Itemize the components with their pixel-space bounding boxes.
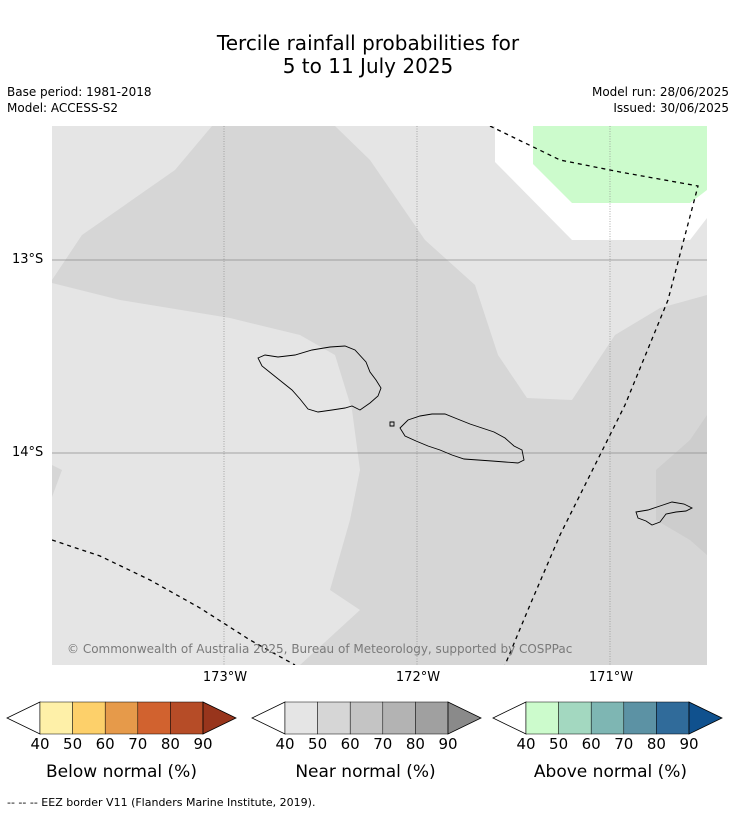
near-normal-60-patch (656, 415, 707, 555)
colorbar-below-under-arrow (6, 701, 41, 735)
colorbar-near-segment (284, 701, 318, 735)
colorbar-above-tick-label: 90 (679, 735, 699, 753)
colorbar-below-tick-label: 40 (30, 735, 50, 753)
lon-label-171w: 171°W (588, 670, 634, 685)
colorbar-near-tick-label: 70 (373, 735, 393, 753)
colorbar-above (492, 701, 723, 735)
colorbar-below-segment (104, 701, 139, 735)
colorbar-above-under-arrow (492, 701, 527, 735)
colorbar-below-segment (39, 701, 73, 735)
colorbar-near-tick-label: 80 (405, 735, 425, 753)
eez-border-north (489, 126, 699, 665)
colorbar-above-over-arrow (688, 701, 723, 735)
colorbar-below-tick-label: 50 (63, 735, 83, 753)
lon-label-172w: 172°W (395, 670, 441, 685)
issued-date: Issued: 30/06/2025 (613, 101, 729, 115)
colorbar-above-tick-label: 70 (614, 735, 634, 753)
lat-label-13s: 13°S (12, 252, 44, 267)
map-title-line1: Tercile rainfall probabilities for (216, 31, 520, 55)
colorbar-near-tick-label: 40 (275, 735, 295, 753)
legend-above-label: Above normal (%) (533, 762, 688, 782)
colorbar-above-tick-label: 40 (516, 735, 536, 753)
base-period: Base period: 1981-2018 (7, 85, 152, 99)
legend-below-label: Below normal (%) (46, 762, 197, 782)
colorbar-near-tick-label: 60 (340, 735, 360, 753)
eez-border-southwest (52, 539, 296, 665)
colorbar-below-over-arrow (202, 701, 237, 735)
map-title-line2: 5 to 11 July 2025 (282, 54, 454, 78)
colorbar-above-segment (656, 701, 690, 735)
colorbar-near-segment (415, 701, 449, 735)
colorbar-below-tick-label: 70 (128, 735, 148, 753)
lat-label-14s: 14°S (12, 445, 44, 460)
colorbar-near-tick-label: 90 (438, 735, 458, 753)
colorbar-below-tick-label: 60 (95, 735, 115, 753)
colorbar-below-tick-label: 80 (160, 735, 180, 753)
colorbar-above-tick-label: 80 (646, 735, 666, 753)
lon-label-173w: 173°W (202, 670, 248, 685)
model-name: Model: ACCESS-S2 (7, 101, 119, 115)
colorbar-above-tick-label: 50 (549, 735, 569, 753)
colorbar-near-segment (349, 701, 384, 735)
colorbar-near-segment (382, 701, 416, 735)
colorbar-below-tick-label: 90 (193, 735, 213, 753)
tutuila-island (635, 501, 694, 526)
colorbar-above-tick-label: 60 (581, 735, 601, 753)
colorbar-below-segment (137, 701, 171, 735)
upolu-island (399, 413, 525, 464)
manono-island (389, 421, 395, 427)
savaii-island (257, 345, 382, 413)
colorbar-near-under-arrow (251, 701, 286, 735)
model-run: Model run: 28/06/2025 (591, 85, 729, 99)
eez-footer-note: -- -- -- EEZ border V11 (Flanders Marine… (7, 796, 316, 809)
colorbar-below (6, 701, 237, 735)
colorbar-above-segment (525, 701, 559, 735)
colorbar-above-segment (590, 701, 625, 735)
colorbar-above-segment (558, 701, 592, 735)
colorbar-near-segment (317, 701, 351, 735)
colorbar-near-over-arrow (447, 701, 482, 735)
map-copyright: © Commonwealth of Australia 2025, Bureau… (67, 642, 572, 656)
colorbar-below-segment (170, 701, 204, 735)
above-normal-40-region (533, 126, 707, 203)
colorbar-above-segment (623, 701, 657, 735)
legend-near-label: Near normal (%) (295, 762, 436, 782)
colorbar-near (251, 701, 482, 735)
colorbar-below-segment (72, 701, 106, 735)
colorbar-near-tick-label: 50 (308, 735, 328, 753)
legend-colorbars (6, 701, 723, 735)
